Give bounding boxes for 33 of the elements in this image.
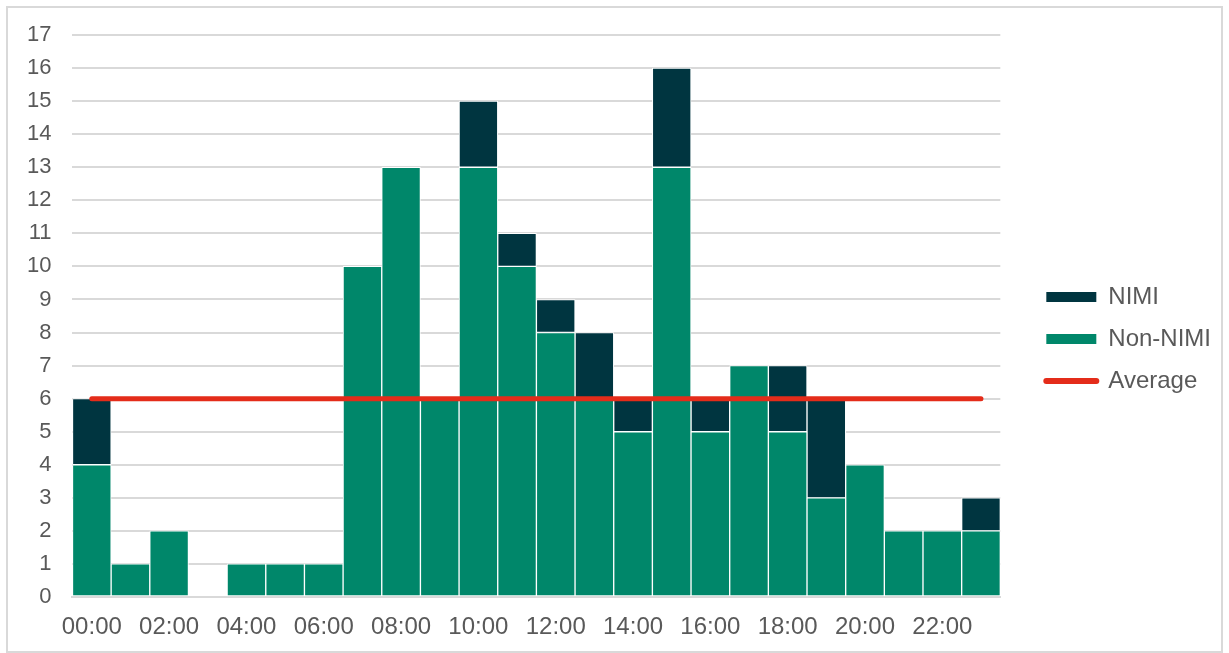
- y-tick-label: 6: [39, 384, 52, 410]
- y-tick-label: 7: [39, 351, 52, 377]
- y-tick-label: 14: [26, 120, 52, 146]
- y-tick-label: 3: [39, 483, 52, 509]
- legend-label: Average: [1108, 365, 1198, 393]
- y-tick-label: 2: [39, 516, 52, 542]
- y-tick-label: 5: [39, 417, 52, 443]
- x-tick-label: 18:00: [757, 612, 818, 640]
- x-tick-label: 22:00: [912, 612, 973, 640]
- y-tick-label: 1: [39, 550, 52, 575]
- y-tick-label: 15: [26, 87, 52, 113]
- y-tick-label: 10: [26, 252, 52, 278]
- legend-label: Non-NIMI: [1108, 323, 1212, 351]
- x-tick-label: 14:00: [603, 612, 664, 640]
- x-tick-label: 00:00: [61, 612, 122, 640]
- legend-label: NIMI: [1108, 281, 1159, 309]
- y-tick-label: 17: [26, 21, 52, 47]
- x-tick-label: 16:00: [680, 612, 741, 640]
- x-tick-label: 12:00: [525, 612, 586, 640]
- x-tick-label: 20:00: [834, 612, 896, 640]
- y-tick-label: 12: [26, 186, 52, 212]
- y-tick-label: 9: [39, 285, 52, 311]
- y-tick-label: 8: [39, 318, 52, 344]
- y-tick-label: 16: [26, 54, 52, 80]
- y-tick-label: 11: [28, 219, 52, 245]
- x-tick-label: 08:00: [371, 612, 432, 640]
- y-tick-label: 4: [39, 450, 52, 476]
- x-tick-label: 06:00: [293, 612, 354, 640]
- y-tick-label: 0: [39, 583, 52, 609]
- x-tick-label: 04:00: [216, 612, 277, 640]
- x-tick-label: 10:00: [448, 612, 509, 640]
- x-tick-label: 02:00: [139, 612, 200, 640]
- y-tick-label: 13: [26, 153, 52, 179]
